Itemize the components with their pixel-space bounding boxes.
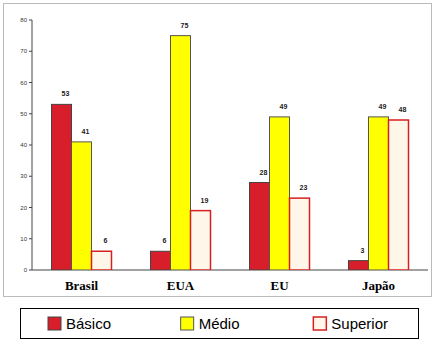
chart-svg: 0 10 20 30 40 50 60 70 80 53 41 6 6 75 19 28 49 23 3 49 48 Br… (0, 0, 435, 352)
x-tick-label: Japão (362, 278, 395, 293)
bar (369, 117, 389, 270)
data-label: 49 (280, 103, 288, 110)
legend-label: Básico (66, 315, 111, 332)
y-tick (29, 238, 32, 239)
legend-label: Superior (331, 315, 388, 332)
y-tick-label: 40 (20, 142, 27, 148)
y-tick-label: 60 (20, 80, 27, 86)
data-label: 53 (62, 90, 70, 97)
legend-frame (21, 309, 419, 339)
bars (52, 36, 409, 270)
y-tick (29, 113, 32, 114)
y-tick (29, 82, 32, 83)
data-label: 28 (260, 169, 268, 176)
y-tick (29, 207, 32, 208)
bar (389, 120, 409, 270)
data-label: 75 (181, 22, 189, 29)
data-label: 3 (361, 247, 365, 254)
legend-label: Médio (199, 315, 240, 332)
chart-root: 0 10 20 30 40 50 60 70 80 53 41 6 6 75 19 28 49 23 3 49 48 Br… (0, 0, 435, 352)
data-label: 6 (104, 237, 108, 244)
bar (92, 251, 112, 270)
y-tick (29, 270, 32, 271)
data-label: 6 (163, 237, 167, 244)
legend-swatch (181, 317, 194, 330)
data-label: 19 (201, 197, 209, 204)
y-tick-label: 50 (20, 111, 27, 117)
bar (72, 142, 92, 270)
legend: Básico Médio Superior (21, 309, 419, 339)
y-tick (29, 145, 32, 146)
bar (270, 117, 290, 270)
y-tick-label: 0 (24, 267, 28, 273)
bar (191, 211, 211, 270)
y-tick (29, 20, 32, 21)
x-tick-label: EUA (167, 278, 195, 293)
bar (349, 261, 369, 270)
x-tick-label: Brasil (65, 278, 99, 293)
bar (290, 198, 310, 270)
data-label: 48 (399, 106, 407, 113)
y-tick-label: 30 (20, 173, 27, 179)
data-label: 41 (82, 128, 90, 135)
chart-frame (4, 4, 432, 297)
x-tick-label: EU (270, 278, 289, 293)
bar (171, 36, 191, 270)
y-tick-label: 80 (20, 17, 27, 23)
bar (151, 251, 171, 270)
y-tick (29, 51, 32, 52)
data-labels: 53 41 6 6 75 19 28 49 23 3 49 48 (62, 22, 407, 254)
y-tick-label: 20 (20, 205, 27, 211)
bar (250, 183, 270, 271)
data-label: 23 (300, 184, 308, 191)
y-tick-label: 70 (20, 48, 27, 54)
legend-swatch (48, 317, 61, 330)
y-tick (29, 176, 32, 177)
bar (52, 104, 72, 270)
legend-swatch (313, 317, 326, 330)
y-tick-label: 10 (20, 236, 27, 242)
data-label: 49 (379, 103, 387, 110)
